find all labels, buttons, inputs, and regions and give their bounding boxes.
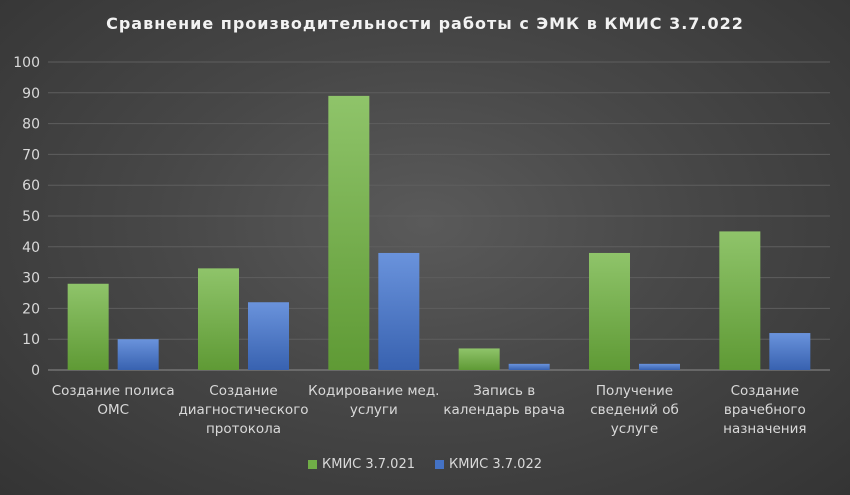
legend-item-series-2: КМИС 3.7.022 bbox=[435, 457, 542, 472]
x-tick-label: Запись в календарь врача bbox=[443, 383, 565, 418]
y-tick-label: 10 bbox=[22, 332, 40, 348]
bar-kmis-3-7-021 bbox=[589, 252, 630, 370]
x-tick-label: Кодирование мед. услуги bbox=[308, 383, 439, 418]
bar-kmis-3-7-022 bbox=[248, 302, 289, 370]
y-tick-label: 100 bbox=[13, 55, 40, 71]
bar-kmis-3-7-022 bbox=[378, 252, 420, 370]
bar-kmis-3-7-021 bbox=[198, 268, 239, 370]
x-tick-label: Создание диагностического протокола bbox=[178, 383, 308, 437]
y-tick-label: 40 bbox=[22, 240, 40, 256]
legend-swatch-blue bbox=[435, 460, 444, 469]
y-tick-label: 0 bbox=[31, 363, 40, 379]
bar-kmis-3-7-022 bbox=[639, 363, 680, 370]
bar-kmis-3-7-022 bbox=[508, 363, 550, 370]
x-tick-label: Создание врачебного назначения bbox=[723, 383, 806, 437]
legend-label-series-2: КМИС 3.7.022 bbox=[449, 457, 542, 472]
chart-title: Сравнение производительности работы с ЭМ… bbox=[106, 14, 744, 33]
y-tick-label: 80 bbox=[22, 117, 40, 133]
bar-kmis-3-7-021 bbox=[719, 231, 761, 370]
x-tick-label: Создание полиса ОМС bbox=[52, 383, 175, 418]
legend-swatch-green bbox=[308, 460, 317, 469]
y-tick-label: 30 bbox=[22, 271, 40, 287]
bar-kmis-3-7-022 bbox=[117, 339, 159, 370]
y-tick-label: 60 bbox=[22, 178, 40, 194]
legend: КМИС 3.7.021 КМИС 3.7.022 bbox=[0, 457, 850, 472]
y-tick-label: 20 bbox=[22, 301, 40, 317]
y-tick-label: 50 bbox=[22, 209, 40, 225]
x-tick-label: Получение сведений об услуге bbox=[590, 383, 679, 437]
legend-item-series-1: КМИС 3.7.021 bbox=[308, 457, 415, 472]
legend-label-series-1: КМИС 3.7.021 bbox=[322, 457, 415, 472]
gridlines bbox=[48, 61, 830, 371]
bar-kmis-3-7-021 bbox=[67, 283, 109, 370]
bar-kmis-3-7-021 bbox=[458, 348, 500, 370]
y-tick-label: 70 bbox=[22, 147, 40, 163]
bars bbox=[67, 95, 811, 370]
bar-kmis-3-7-022 bbox=[769, 333, 811, 370]
y-tick-label: 90 bbox=[22, 86, 40, 102]
bar-kmis-3-7-021 bbox=[328, 95, 370, 370]
y-axis-ticks: 0 10 20 30 40 50 60 70 80 90 100 bbox=[13, 55, 40, 379]
